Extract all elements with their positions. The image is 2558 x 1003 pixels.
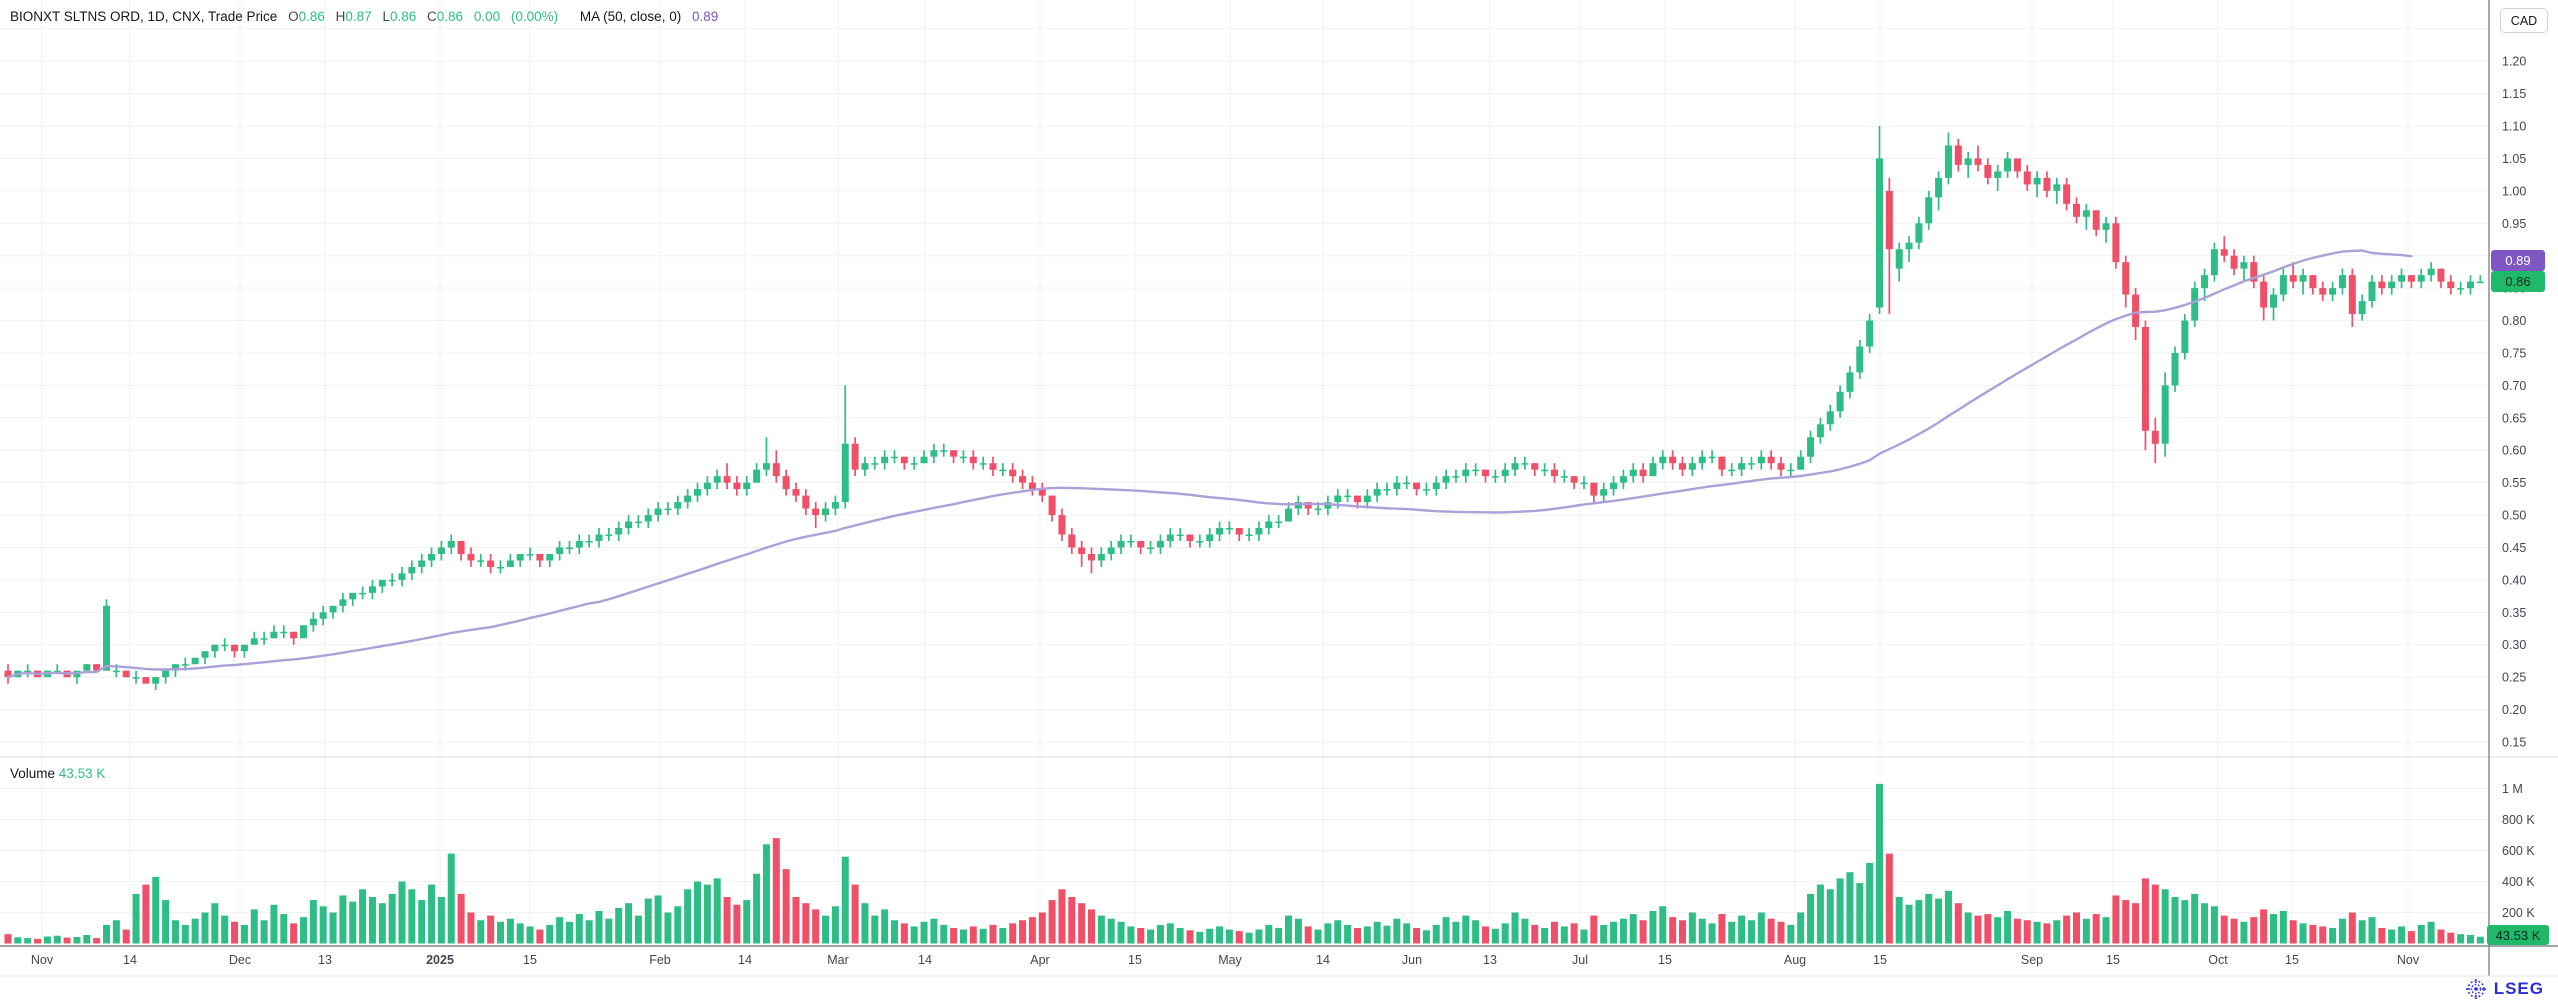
ma-price-badge: 0.89 [2491, 250, 2545, 271]
svg-text:1.05: 1.05 [2502, 152, 2526, 166]
time-axis[interactable]: Nov 14 Dec 13 2025 15 Feb 14 Mar 14 Apr 15 May 14 Jun 1… [31, 953, 2420, 967]
axis-borders [0, 0, 2558, 977]
svg-text:Jun: Jun [1402, 953, 1422, 967]
svg-text:Feb: Feb [649, 953, 671, 967]
svg-text:Oct: Oct [2208, 953, 2228, 967]
svg-text:1 M: 1 M [2502, 782, 2523, 796]
close-value: 0.86 [436, 9, 464, 24]
svg-text:15: 15 [523, 953, 537, 967]
svg-text:0.80: 0.80 [2502, 314, 2526, 328]
svg-text:800 K: 800 K [2502, 813, 2535, 827]
volume-legend: Volume 43.53 K [10, 766, 105, 781]
svg-text:200 K: 200 K [2502, 906, 2535, 920]
svg-text:14: 14 [738, 953, 752, 967]
svg-text:14: 14 [123, 953, 137, 967]
svg-text:0.50: 0.50 [2502, 509, 2526, 523]
svg-text:0.30: 0.30 [2502, 638, 2526, 652]
svg-text:0.95: 0.95 [2502, 217, 2526, 231]
svg-text:May: May [1218, 953, 1242, 967]
svg-text:1.20: 1.20 [2502, 55, 2526, 69]
low-value: 0.86 [389, 9, 417, 24]
svg-text:0.75: 0.75 [2502, 346, 2526, 360]
svg-text:Dec: Dec [229, 953, 251, 967]
svg-text:0.20: 0.20 [2502, 703, 2526, 717]
svg-text:14: 14 [918, 953, 932, 967]
change-value: 0.00 [473, 9, 501, 24]
open-value: 0.86 [298, 9, 325, 24]
price-axis[interactable]: 1.201.151.101.051.000.950.900.850.800.75… [2502, 55, 2526, 750]
volume-label[interactable]: Volume [10, 766, 56, 781]
svg-text:0.45: 0.45 [2502, 541, 2526, 555]
high-value: 0.87 [345, 9, 372, 24]
svg-text:13: 13 [318, 953, 332, 967]
svg-text:400 K: 400 K [2502, 875, 2535, 889]
svg-text:0.15: 0.15 [2502, 736, 2526, 750]
svg-text:15: 15 [1873, 953, 1887, 967]
symbol-legend: BIONXT SLTNS ORD, 1D, CNX, Trade Price O… [10, 9, 718, 24]
close-label: C [427, 9, 437, 24]
gridlines [0, 0, 2489, 944]
svg-text:13: 13 [1483, 953, 1497, 967]
ma-legend-value: 0.89 [691, 9, 719, 24]
symbol-title[interactable]: BIONXT SLTNS ORD, 1D, CNX, Trade Price [10, 9, 278, 24]
svg-text:Nov: Nov [31, 953, 54, 967]
lseg-logo: LSEG [2464, 978, 2544, 1000]
volume-bars[interactable] [4, 783, 2484, 944]
svg-text:15: 15 [1658, 953, 1672, 967]
svg-text:0.60: 0.60 [2502, 444, 2526, 458]
svg-text:1.10: 1.10 [2502, 120, 2526, 134]
svg-text:15: 15 [2285, 953, 2299, 967]
currency-button[interactable]: CAD [2500, 8, 2548, 33]
svg-text:15: 15 [2106, 953, 2120, 967]
svg-text:Mar: Mar [827, 953, 849, 967]
svg-text:14: 14 [1316, 953, 1330, 967]
volume-axis[interactable]: 1 M 800 K 600 K 400 K 200 K [2502, 782, 2535, 920]
svg-text:1.00: 1.00 [2502, 184, 2526, 198]
ma-legend-label[interactable]: MA (50, close, 0) [579, 9, 682, 24]
open-label: O [288, 9, 299, 24]
svg-text:1.15: 1.15 [2502, 87, 2526, 101]
svg-text:2025: 2025 [426, 953, 454, 967]
svg-text:Aug: Aug [1784, 953, 1806, 967]
svg-text:Sep: Sep [2021, 953, 2043, 967]
ma50-line [6, 249, 2413, 679]
svg-text:0.25: 0.25 [2502, 671, 2526, 685]
lseg-logo-text: LSEG [2493, 979, 2544, 998]
svg-text:0.40: 0.40 [2502, 573, 2526, 587]
svg-text:600 K: 600 K [2502, 844, 2535, 858]
volume-value: 43.53 K [58, 766, 106, 781]
low-label: L [382, 9, 390, 24]
svg-text:Apr: Apr [1030, 953, 1049, 967]
svg-text:0.55: 0.55 [2502, 476, 2526, 490]
candlestick-series[interactable] [4, 126, 2484, 691]
high-label: H [335, 9, 346, 24]
change-percent: (0.00%) [510, 9, 559, 24]
volume-badge: 43.53 K [2487, 925, 2549, 945]
svg-text:15: 15 [1128, 953, 1142, 967]
last-price-badge: 0.86 [2491, 271, 2545, 292]
svg-text:0.65: 0.65 [2502, 411, 2526, 425]
svg-text:Jul: Jul [1572, 953, 1588, 967]
svg-text:Nov: Nov [2397, 953, 2420, 967]
svg-text:0.70: 0.70 [2502, 379, 2526, 393]
lseg-sparkle-icon [2465, 979, 2486, 999]
svg-text:0.35: 0.35 [2502, 606, 2526, 620]
